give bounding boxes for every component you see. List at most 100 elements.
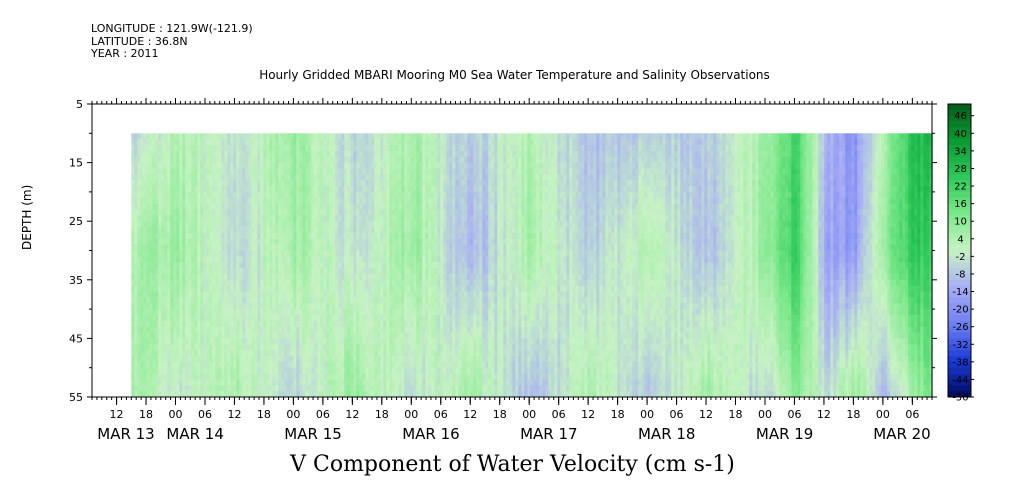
heatmap-cell	[269, 338, 273, 345]
heatmap-cell	[137, 285, 141, 292]
heatmap-cell	[395, 227, 399, 234]
heatmap-cell	[137, 244, 141, 251]
heatmap-cell	[434, 268, 438, 275]
heatmap-cell	[428, 215, 432, 222]
heatmap-cell	[239, 285, 243, 292]
heatmap-cell	[305, 291, 309, 298]
heatmap-cell	[260, 227, 264, 234]
heatmap-cell	[239, 338, 243, 345]
heatmap-cell	[455, 338, 459, 345]
heatmap-cell	[335, 326, 339, 333]
heatmap-cell	[452, 379, 456, 386]
heatmap-cell	[431, 227, 435, 234]
heatmap-cell	[377, 174, 381, 181]
heatmap-cell	[218, 174, 222, 181]
heatmap-cell	[245, 232, 249, 240]
heatmap-cell	[284, 303, 288, 310]
heatmap-cell	[167, 156, 171, 163]
heatmap-cell	[308, 338, 312, 345]
heatmap-cell	[446, 350, 450, 357]
heatmap-cell	[131, 391, 135, 398]
heatmap-cell	[431, 344, 435, 351]
heatmap-cell	[176, 186, 180, 193]
heatmap-cell	[275, 338, 279, 345]
heatmap-cell	[302, 262, 306, 269]
heatmap-cell	[440, 309, 444, 316]
heatmap-cell	[194, 315, 198, 322]
heatmap-cell	[416, 373, 420, 380]
heatmap-cell	[155, 344, 159, 351]
heatmap-cell	[284, 268, 288, 275]
heatmap-cell	[137, 268, 141, 275]
heatmap-cell	[179, 197, 183, 205]
heatmap-cell	[452, 174, 456, 181]
heatmap-cell	[323, 367, 327, 374]
heatmap-cell	[212, 332, 216, 339]
heatmap-cell	[197, 350, 201, 357]
heatmap-cell	[326, 145, 330, 152]
heatmap-cell	[449, 232, 453, 240]
heatmap-cell	[149, 250, 153, 257]
heatmap-cell	[233, 361, 237, 369]
heatmap-cell	[413, 391, 417, 398]
heatmap-cell	[458, 379, 462, 386]
heatmap-cell	[161, 367, 165, 374]
heatmap-cell	[305, 197, 309, 205]
heatmap-cell	[248, 191, 252, 199]
heatmap-cell	[197, 268, 201, 275]
heatmap-cell	[410, 162, 414, 169]
heatmap-cell	[320, 232, 324, 240]
heatmap-cell	[296, 221, 300, 228]
heatmap-cell	[263, 156, 267, 163]
heatmap-cell	[290, 356, 294, 363]
heatmap-cell	[299, 168, 303, 175]
heatmap-cell	[344, 133, 348, 140]
heatmap-cell	[236, 209, 240, 216]
heatmap-cell	[146, 379, 150, 386]
heatmap-cell	[254, 262, 258, 269]
heatmap-cell	[296, 326, 300, 333]
heatmap-cell	[176, 320, 180, 328]
heatmap-cell	[200, 162, 204, 169]
heatmap-cell	[407, 244, 411, 251]
heatmap-cell	[164, 332, 168, 339]
heatmap-cell	[188, 250, 192, 257]
heatmap-cell	[317, 356, 321, 363]
heatmap-cell	[173, 180, 177, 187]
heatmap-cell	[233, 367, 237, 374]
heatmap-cell	[434, 256, 438, 263]
heatmap-cell	[359, 385, 363, 392]
heatmap-cell	[413, 145, 417, 152]
heatmap-cell	[263, 256, 267, 263]
heatmap-cell	[290, 221, 294, 228]
heatmap-cell	[143, 338, 147, 345]
heatmap-cell	[191, 385, 195, 392]
heatmap-cell	[230, 367, 234, 374]
heatmap-cell	[170, 227, 174, 234]
heatmap-cell	[185, 338, 189, 345]
heatmap-cell	[287, 367, 291, 374]
heatmap-cell	[344, 291, 348, 298]
heatmap-cell	[419, 203, 423, 210]
heatmap-cell	[359, 186, 363, 193]
heatmap-cell	[194, 279, 198, 287]
heatmap-cell	[209, 150, 213, 158]
heatmap-cell	[401, 244, 405, 251]
heatmap-cell	[344, 309, 348, 316]
heatmap-cell	[143, 268, 147, 275]
heatmap-cell	[173, 373, 177, 380]
heatmap-cell	[164, 209, 168, 216]
heatmap-cell	[248, 162, 252, 169]
heatmap-cell	[422, 168, 426, 175]
heatmap-cell	[131, 156, 135, 163]
heatmap-cell	[404, 180, 408, 187]
heatmap-cell	[140, 332, 144, 339]
heatmap-cell	[236, 256, 240, 263]
heatmap-cell	[200, 361, 204, 369]
heatmap-cell	[347, 215, 351, 222]
heatmap-cell	[239, 273, 243, 281]
heatmap-cell	[221, 209, 225, 216]
heatmap-cell	[425, 191, 429, 199]
heatmap-cell	[317, 373, 321, 380]
heatmap-cell	[311, 367, 315, 374]
